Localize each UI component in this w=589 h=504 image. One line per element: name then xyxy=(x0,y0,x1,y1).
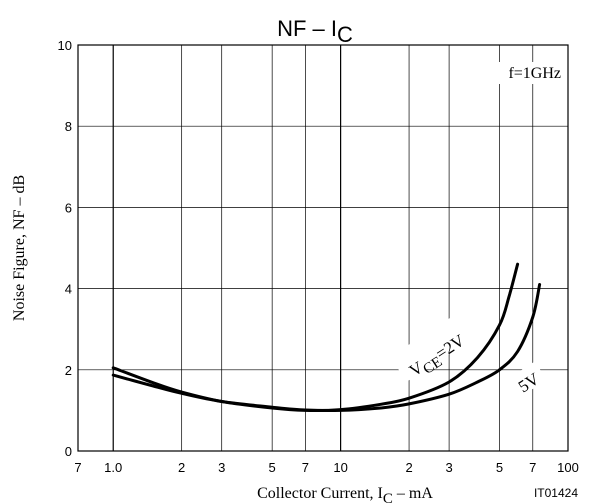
grid-lines xyxy=(78,44,568,452)
y-tick-label: 0 xyxy=(65,444,72,459)
x-tick-label: 3 xyxy=(445,460,452,475)
x-axis-label: Collector Current, IC – mA xyxy=(257,485,433,504)
x-axis-label-main: Collector Current, I xyxy=(257,485,383,502)
x-tick-label: 7 xyxy=(302,460,309,475)
x-tick-label: 2 xyxy=(405,460,412,475)
figure-code: IT01424 xyxy=(534,486,578,500)
x-tick-label: 5 xyxy=(496,460,503,475)
plot-frame xyxy=(77,44,569,452)
y-tick-label: 4 xyxy=(65,282,72,297)
y-tick-label: 6 xyxy=(65,200,72,215)
condition-label: f=1GHz xyxy=(508,65,561,82)
condition-label-bg xyxy=(478,62,564,84)
y-tick-label: 8 xyxy=(65,119,72,134)
x-tick-label: 5 xyxy=(269,460,276,475)
series-layer xyxy=(111,262,542,413)
x-tick-label: 3 xyxy=(218,460,225,475)
x-axis-label-subscript: C xyxy=(383,491,393,504)
y-tick-label: 2 xyxy=(65,363,72,378)
y-axis-label: Noise Figure, NF – dB xyxy=(11,175,28,321)
chart-title-subscript: C xyxy=(337,22,353,47)
x-axis-label-unit: – mA xyxy=(393,485,433,502)
series-line-5v xyxy=(111,283,542,413)
series-label-2v-bg xyxy=(390,303,489,382)
x-tick-label: 7 xyxy=(74,460,81,475)
series-label-5v-bg xyxy=(509,361,547,397)
y-tick-label: 10 xyxy=(58,38,72,53)
x-tick-label: 7 xyxy=(529,460,536,475)
chart-title: NF – IC xyxy=(277,16,353,47)
x-tick-label: 100 xyxy=(557,460,579,475)
tick-labels: 7 1.0 2 3 5 7 10 2 3 5 7 100 0 2 4 6 8 10 xyxy=(58,38,579,475)
x-tick-label: 2 xyxy=(178,460,185,475)
x-tick-label: 10 xyxy=(333,460,347,475)
x-tick-label: 1.0 xyxy=(104,460,122,475)
chart-title-main: NF – I xyxy=(277,16,337,41)
